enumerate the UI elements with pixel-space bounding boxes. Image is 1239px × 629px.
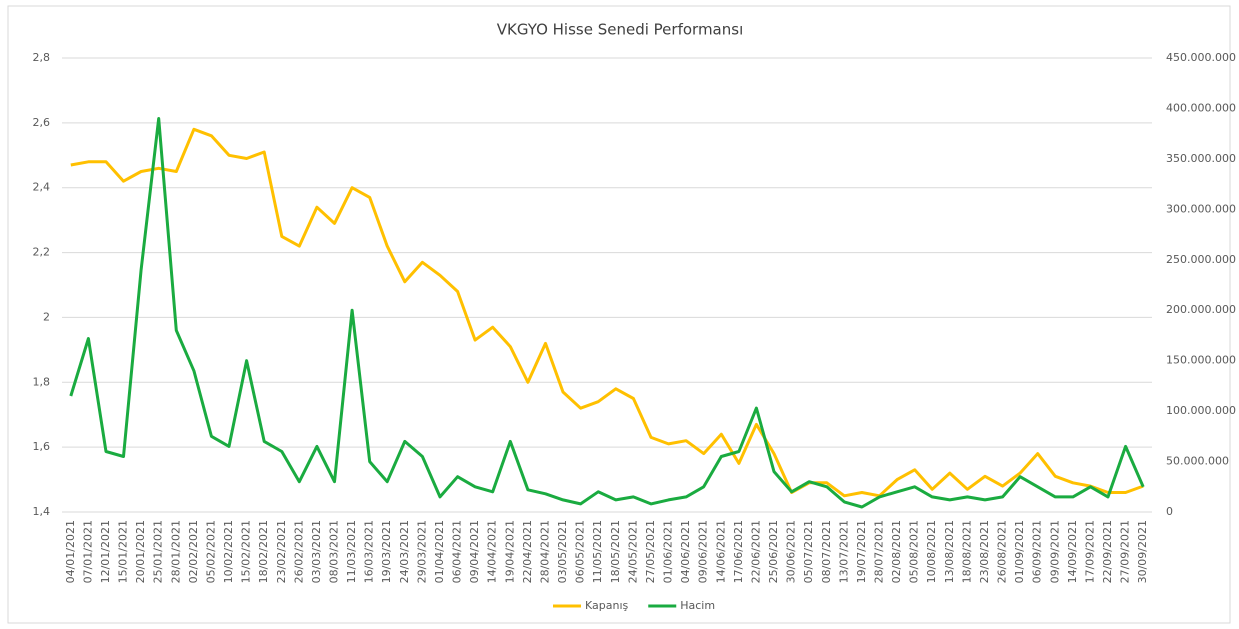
x-tick-label: 22/06/2021: [749, 520, 762, 583]
x-tick-label: 18/02/2021: [257, 520, 270, 583]
x-tick-label: 09/04/2021: [468, 520, 481, 583]
y-tick-label: 2: [43, 310, 50, 323]
x-tick-label: 12/01/2021: [99, 520, 112, 583]
x-tick-label: 23/08/2021: [978, 520, 991, 583]
x-tick-label: 28/04/2021: [538, 520, 551, 583]
legend-label: Hacim: [680, 599, 715, 612]
chart-title: VKGYO Hisse Senedi Performansı: [497, 21, 743, 39]
x-tick-label: 28/07/2021: [873, 520, 886, 583]
x-tick-label: 06/05/2021: [574, 520, 587, 583]
x-tick-label: 17/09/2021: [1083, 520, 1096, 583]
x-tick-label: 15/01/2021: [117, 520, 130, 583]
x-tick-label: 10/08/2021: [925, 520, 938, 583]
x-tick-label: 05/08/2021: [908, 520, 921, 583]
y2-tick-label: 150.000.000: [1166, 354, 1236, 367]
x-tick-label: 05/07/2021: [802, 520, 815, 583]
x-tick-label: 03/03/2021: [310, 520, 323, 583]
x-tick-label: 30/06/2021: [785, 520, 798, 583]
x-tick-label: 10/02/2021: [222, 520, 235, 583]
x-tick-label: 22/04/2021: [521, 520, 534, 583]
x-tick-label: 11/03/2021: [345, 520, 358, 583]
x-tick-label: 27/05/2021: [644, 520, 657, 583]
x-tick-label: 04/01/2021: [64, 520, 77, 583]
x-tick-label: 30/09/2021: [1136, 520, 1149, 583]
y2-tick-label: 100.000.000: [1166, 404, 1236, 417]
x-tick-label: 14/09/2021: [1066, 520, 1079, 583]
x-tick-label: 09/06/2021: [697, 520, 710, 583]
chart-frame: [7, 5, 1231, 624]
y-tick-label: 1,4: [33, 505, 51, 518]
x-tick-label: 14/04/2021: [486, 520, 499, 583]
x-tick-label: 04/06/2021: [679, 520, 692, 583]
y2-tick-label: 250.000.000: [1166, 253, 1236, 266]
y2-tick-label: 450.000.000: [1166, 51, 1236, 64]
x-tick-label: 19/04/2021: [503, 520, 516, 583]
x-tick-label: 25/06/2021: [767, 520, 780, 583]
x-tick-label: 20/01/2021: [134, 520, 147, 583]
y2-tick-label: 300.000.000: [1166, 202, 1236, 215]
x-tick-label: 29/03/2021: [415, 520, 428, 583]
y2-tick-label: 200.000.000: [1166, 303, 1236, 316]
x-tick-label: 08/07/2021: [820, 520, 833, 583]
x-tick-label: 27/09/2021: [1119, 520, 1132, 583]
x-tick-label: 23/02/2021: [275, 520, 288, 583]
x-tick-label: 13/08/2021: [943, 520, 956, 583]
x-tick-label: 01/04/2021: [433, 520, 446, 583]
y-tick-label: 2,8: [33, 51, 51, 64]
x-tick-label: 01/06/2021: [662, 520, 675, 583]
x-tick-label: 06/09/2021: [1031, 520, 1044, 583]
x-tick-label: 06/04/2021: [451, 520, 464, 583]
y-tick-label: 2,2: [33, 246, 51, 259]
x-tick-label: 03/05/2021: [556, 520, 569, 583]
x-tick-label: 11/05/2021: [591, 520, 604, 583]
x-tick-label: 24/03/2021: [398, 520, 411, 583]
x-tick-label: 18/05/2021: [609, 520, 622, 583]
y-tick-label: 2,4: [33, 181, 51, 194]
x-tick-label: 18/08/2021: [960, 520, 973, 583]
line-series: [69, 117, 1145, 509]
x-tick-label: 01/09/2021: [1013, 520, 1026, 583]
y2-tick-label: 50.000.000: [1166, 455, 1229, 468]
x-tick-label: 15/02/2021: [240, 520, 253, 583]
x-tick-label: 28/01/2021: [169, 520, 182, 583]
x-tick-label: 19/07/2021: [855, 520, 868, 583]
x-tick-label: 08/03/2021: [328, 520, 341, 583]
x-tick-label: 09/09/2021: [1048, 520, 1061, 583]
y-tick-label: 1,6: [33, 440, 51, 453]
legend-label: Kapanış: [585, 599, 629, 612]
y-tick-label: 1,8: [33, 375, 51, 388]
x-tick-label: 25/01/2021: [152, 520, 165, 583]
x-tick-label: 24/05/2021: [626, 520, 639, 583]
x-tick-label: 14/06/2021: [714, 520, 727, 583]
x-tick-label: 22/09/2021: [1101, 520, 1114, 583]
y2-tick-label: 400.000.000: [1166, 101, 1236, 114]
y2-tick-label: 350.000.000: [1166, 152, 1236, 165]
x-tick-label: 17/06/2021: [732, 520, 745, 583]
x-tick-label: 19/03/2021: [380, 520, 393, 583]
line-series: [70, 127, 1144, 498]
y-tick-label: 2,6: [33, 116, 51, 129]
x-tick-label: 13/07/2021: [837, 520, 850, 583]
x-tick-label: 05/02/2021: [204, 520, 217, 583]
x-tick-label: 02/08/2021: [890, 520, 903, 583]
x-tick-label: 07/01/2021: [81, 520, 94, 583]
y2-tick-label: 0: [1166, 505, 1173, 518]
x-tick-label: 26/08/2021: [996, 520, 1009, 583]
x-tick-label: 02/02/2021: [187, 520, 200, 583]
x-tick-label: 16/03/2021: [363, 520, 376, 583]
x-tick-label: 26/02/2021: [292, 520, 305, 583]
